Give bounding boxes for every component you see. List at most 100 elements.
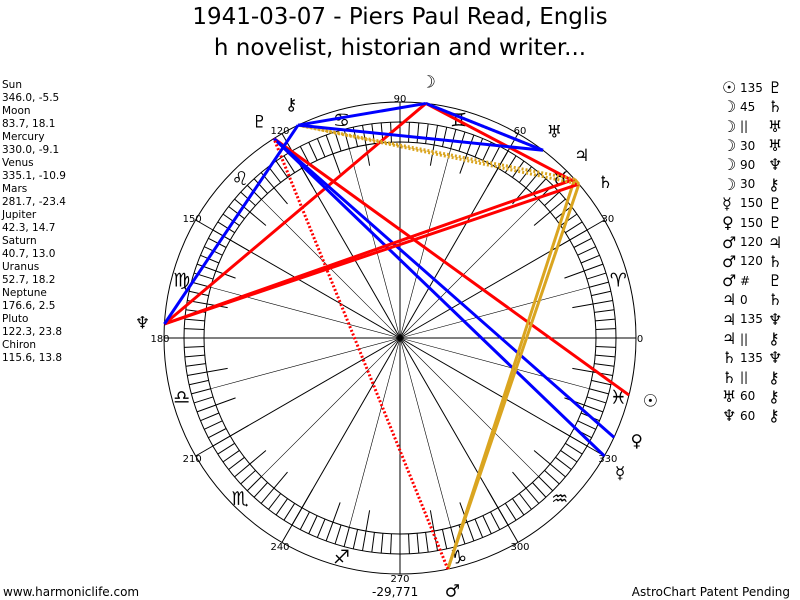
degree-tick — [474, 138, 484, 158]
aspect-row: ♂ # ♇ — [722, 271, 782, 290]
planet-glyph-1: ♂ — [722, 232, 737, 252]
planet-coords: 40.7, 13.0 — [2, 248, 56, 260]
aspect-row: ♃ 135 ♆ — [722, 310, 782, 329]
degree-tick — [589, 388, 609, 395]
aspect-line — [163, 124, 300, 325]
degree-label: 240 — [270, 542, 289, 553]
degree-tick — [572, 367, 613, 377]
website-link[interactable]: www.harmoniclife.com — [3, 585, 140, 599]
degree-tick — [544, 470, 560, 485]
planet-coords: 176.6, 2.5 — [2, 300, 56, 312]
planet-coords: 330.0, -9.1 — [2, 144, 60, 156]
aspect-list: ☉ 135 ♇ ☽ 45 ♄ ☽ || ♅ ☽ 30 ♅ ☽ 90 ♆ ☽ 30 ⚷ ☿ 150 ♇ ♀ 150 ♇ ♂ 120 ♃… — [722, 78, 782, 425]
title-line-2: h novelist, historian and writer... — [213, 35, 587, 61]
planet-name: Jupiter — [2, 209, 37, 221]
degree-label: 330 — [598, 454, 617, 465]
planet-name: Saturn — [2, 235, 37, 247]
aspect-symbol: 135 — [740, 312, 763, 327]
planet-coords: 122.3, 23.8 — [2, 326, 63, 338]
aspect-line — [163, 102, 427, 326]
planet-glyph-2: ⚷ — [768, 386, 780, 406]
degree-tick — [408, 533, 410, 554]
aspect-row: ♅ 60 ⚷ — [722, 387, 782, 406]
degree-tick — [474, 518, 484, 538]
planet-glyph-1: ☽ — [722, 136, 737, 156]
mid-spoke — [399, 286, 590, 339]
degree-tick — [586, 272, 607, 280]
degree-tick — [234, 450, 267, 478]
aspect-row: ☽ || ♅ — [722, 117, 782, 136]
degree-tick — [512, 498, 525, 516]
aspect-line — [272, 137, 606, 458]
degree-tick — [425, 532, 429, 553]
degree-tick — [299, 511, 310, 530]
degree-tick — [185, 363, 206, 367]
aspect-symbol: || — [740, 370, 749, 385]
degree-tick — [441, 127, 448, 147]
degree-tick — [184, 318, 205, 322]
aspect-symbol: 120 — [740, 254, 763, 269]
degree-tick — [352, 529, 359, 549]
degree-tick — [217, 221, 235, 234]
planet-glyph-moon: ☽ — [421, 73, 436, 93]
planet-glyph-pluto: ♇ — [252, 113, 267, 133]
degree-tick — [544, 191, 560, 206]
planet-glyph-2: ♅ — [768, 116, 783, 136]
degree-tick — [240, 470, 256, 485]
degree-tick — [425, 123, 429, 144]
planet-glyph-neptune: ♆ — [135, 314, 150, 334]
planet-glyph-1: ♂ — [722, 271, 737, 291]
planet-name: Mars — [2, 183, 28, 195]
sign-spoke — [399, 133, 519, 339]
sign-spoke — [399, 337, 519, 543]
degree-tick — [595, 318, 616, 322]
planet-glyph-2: ⚷ — [768, 367, 780, 387]
degree-tick — [532, 178, 547, 194]
aspect-symbol: 60 — [740, 389, 756, 404]
aspect-row: ♀ 150 ♇ — [722, 213, 782, 232]
degree-tick — [573, 237, 592, 248]
degree-tick — [260, 471, 288, 504]
planet-glyph-1: ♃ — [722, 329, 737, 348]
degree-tick — [577, 420, 596, 430]
degree-label: 60 — [514, 126, 527, 137]
planet-glyph-1: ☽ — [722, 155, 737, 175]
aspect-row: ☽ 90 ♆ — [722, 155, 782, 174]
planet-glyph-mercury: ☿ — [615, 464, 625, 484]
degree-tick — [189, 379, 209, 386]
aspect-row: ☽ 30 ⚷ — [722, 174, 782, 194]
planet-glyph-jupiter: ♃ — [574, 146, 589, 166]
sign-spoke — [399, 219, 605, 339]
degree-tick — [459, 502, 475, 542]
planet-glyph-2: ♆ — [768, 309, 783, 329]
planet-coords: 281.7, -23.4 — [2, 196, 66, 208]
mid-spoke — [348, 148, 401, 339]
degree-tick — [308, 515, 318, 534]
degree-tick — [222, 213, 240, 226]
aspect-line — [297, 123, 575, 181]
aspect-symbol: || — [740, 331, 749, 346]
planet-name: Uranus — [2, 261, 40, 273]
aspect-row: ☽ 30 ♅ — [722, 136, 782, 155]
aspect-symbol: 150 — [740, 196, 763, 211]
planet-glyph-1: ☽ — [722, 116, 737, 136]
degree-tick — [538, 476, 554, 492]
degree-tick — [325, 134, 341, 174]
patent-notice: AstroChart Patent Pending — [631, 585, 790, 599]
degree-tick — [555, 456, 572, 470]
planet-name: Pluto — [2, 313, 29, 325]
planet-name: Mercury — [2, 131, 45, 143]
degree-tick — [275, 498, 288, 516]
planet-name: Sun — [2, 79, 22, 91]
degree-tick — [283, 155, 296, 173]
aspect-symbol: 0 — [740, 292, 748, 307]
degree-tick — [253, 178, 268, 194]
degree-tick — [416, 533, 420, 554]
degree-tick — [572, 299, 613, 309]
degree-tick — [308, 142, 318, 161]
planet-glyph-2: ♃ — [768, 232, 783, 252]
degree-tick — [560, 450, 578, 463]
aspect-symbol: 150 — [740, 215, 763, 230]
degree-tick — [490, 146, 501, 165]
